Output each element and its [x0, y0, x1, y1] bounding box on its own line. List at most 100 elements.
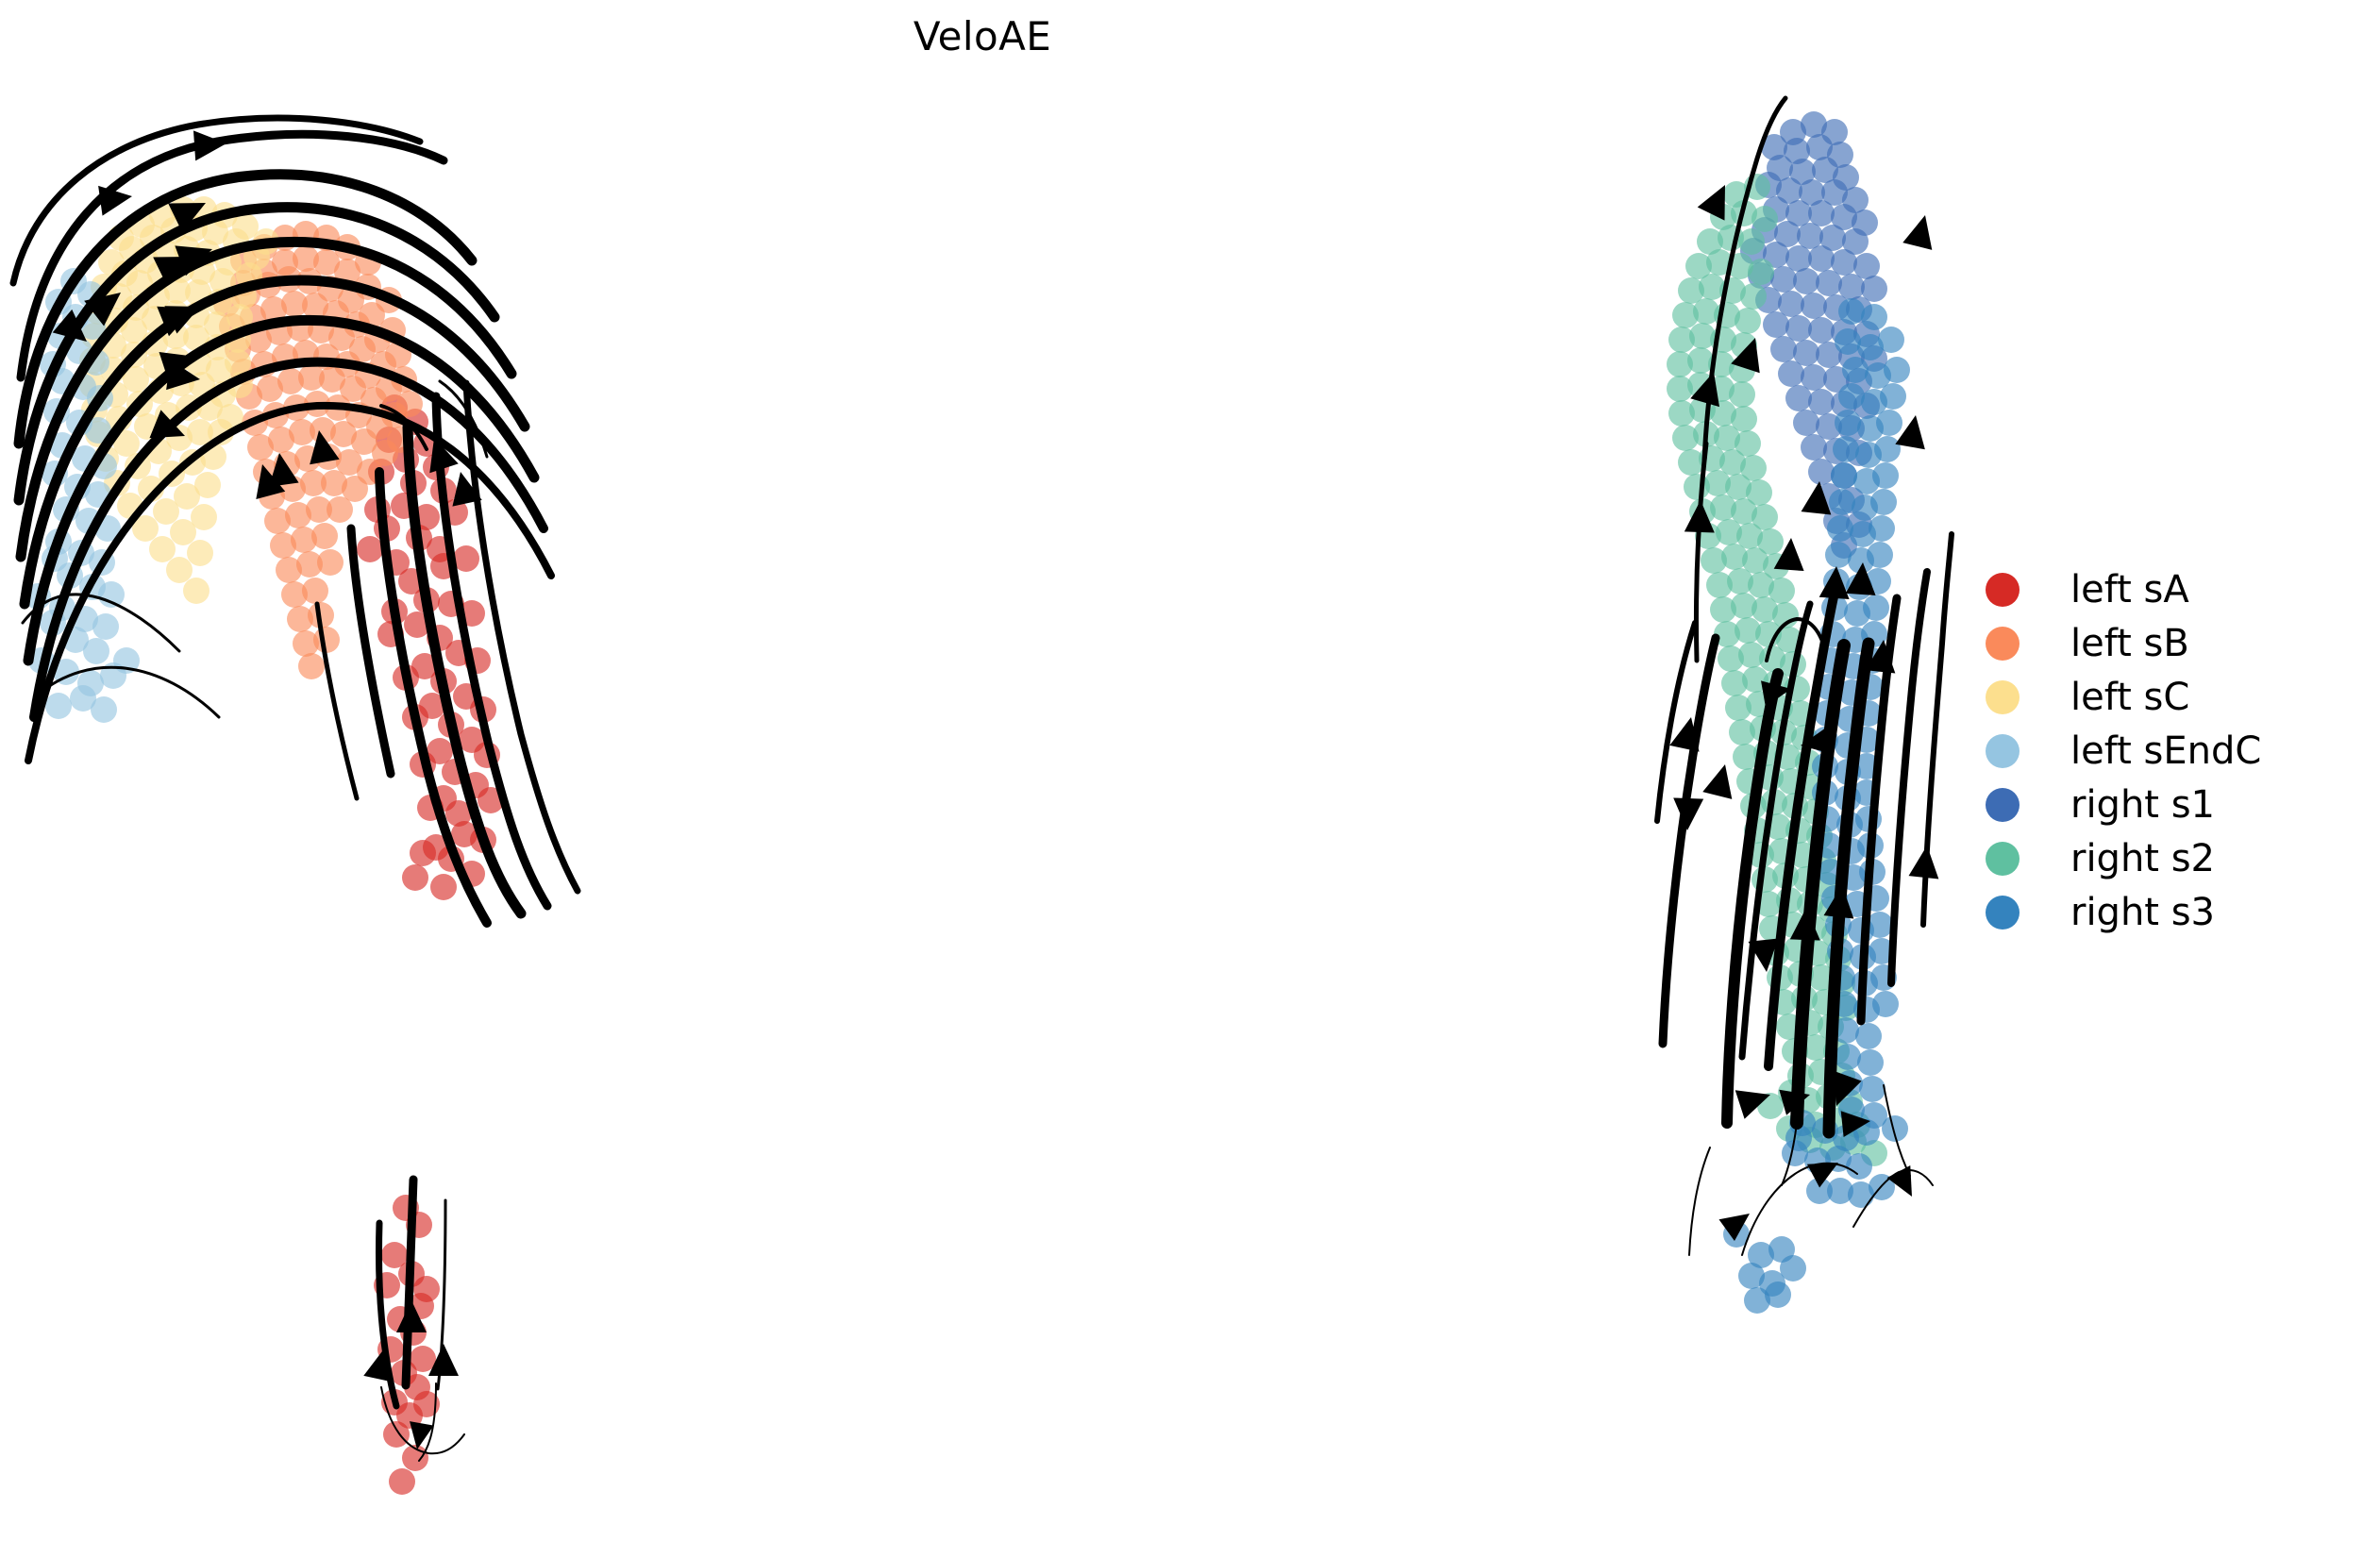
legend-item-right-s1[interactable]: right s1	[1980, 778, 2376, 831]
streamline	[376, 1219, 400, 1410]
scatter-point	[1770, 336, 1797, 362]
scatter-point	[1748, 259, 1774, 285]
scatter-point	[1755, 621, 1782, 647]
stream-arrow	[153, 257, 191, 287]
streamline-arrowheads	[52, 130, 1939, 1449]
streamline	[1883, 1084, 1911, 1177]
scatter-point	[1825, 542, 1852, 568]
scatter-point	[1755, 891, 1782, 917]
scatter-point	[302, 293, 328, 319]
stream-arrow	[1819, 566, 1850, 600]
legend-item-right-s3[interactable]: right s3	[1980, 885, 2376, 939]
scatter-point	[311, 523, 338, 549]
streamline	[15, 236, 517, 562]
scatter-point	[1785, 1125, 1812, 1151]
scatter-point	[1801, 364, 1827, 391]
legend-item-left-sB[interactable]: left sB	[1980, 616, 2376, 670]
streamline	[375, 467, 492, 928]
scatter-point	[1667, 376, 1693, 402]
scatter-point	[1808, 964, 1835, 991]
scatter-point	[1716, 519, 1742, 545]
scatter-point	[351, 428, 377, 455]
streamline	[21, 593, 181, 653]
scatter-point	[293, 630, 319, 657]
scatter-point	[1784, 138, 1810, 164]
stream-arrow	[1718, 1214, 1750, 1241]
streamline	[380, 1386, 465, 1455]
scatter-point	[164, 277, 191, 304]
scatter-point	[1848, 1181, 1874, 1208]
legend-item-label: left sA	[2070, 567, 2189, 611]
stream-arrow	[149, 410, 185, 439]
legend-item-right-s2[interactable]: right s2	[1980, 831, 2376, 885]
scatter-point	[92, 613, 119, 640]
scatter-point	[1687, 347, 1714, 374]
streamline	[431, 392, 552, 911]
scatter-point	[257, 376, 283, 402]
scatter-point	[1861, 304, 1887, 330]
scatter-point	[1878, 327, 1904, 353]
scatter-point	[1872, 991, 1899, 1017]
scatter-point	[174, 483, 200, 510]
scatter-point	[287, 606, 313, 632]
scatter-point	[1729, 719, 1755, 745]
scatter-point	[132, 515, 159, 542]
scatter-point	[285, 502, 311, 528]
scatter-point	[1736, 523, 1763, 549]
scatter-point	[1714, 425, 1740, 451]
legend-item-label: right s2	[2070, 836, 2215, 880]
legend-color-swatch	[1986, 572, 2020, 607]
stream-arrow	[1761, 680, 1791, 707]
scatter-point	[1846, 1153, 1872, 1180]
stream-arrow	[1833, 1070, 1862, 1106]
stream-arrow	[84, 293, 121, 327]
scatter-point	[298, 364, 325, 391]
legend-item-left-sA[interactable]: left sA	[1980, 562, 2376, 616]
scatter-point	[149, 536, 176, 562]
stream-arrow	[1886, 1164, 1912, 1197]
scatter-point	[1882, 1115, 1908, 1142]
streamline	[36, 665, 221, 719]
scatter-point	[187, 419, 213, 445]
stream-arrow	[1731, 338, 1760, 374]
scatter-point	[1838, 383, 1865, 410]
scatter-point	[1838, 298, 1865, 325]
scatter-point	[1880, 383, 1906, 410]
scatter-point	[194, 472, 221, 498]
streamline	[1822, 637, 1875, 1139]
stream-arrow	[164, 306, 200, 334]
scatter-point	[430, 874, 457, 900]
scatter-point	[1835, 1044, 1861, 1070]
scatter-point	[1718, 645, 1744, 672]
scatter-point	[302, 578, 328, 604]
legend-item-label: left sEndC	[2070, 729, 2262, 773]
scatter-point	[381, 1242, 408, 1268]
scatter-point	[1801, 434, 1827, 461]
scatter-point	[264, 508, 291, 534]
scatter-point	[289, 419, 315, 445]
scatter-point	[1867, 542, 1893, 568]
stream-arrow	[52, 309, 87, 342]
streamline	[1721, 668, 1784, 1129]
legend-item-left-sEndC[interactable]: left sEndC	[1980, 724, 2376, 778]
scatter-point	[1785, 315, 1812, 342]
scatter-point	[170, 519, 196, 545]
scatter-point	[1729, 381, 1755, 408]
scatter-point	[1793, 268, 1819, 294]
scatter-point	[1721, 544, 1748, 570]
scatter-point	[1714, 621, 1740, 647]
scatter-point	[1816, 270, 1842, 296]
legend-item-left-sC[interactable]: left sC	[1980, 670, 2376, 724]
streamline	[1693, 441, 1709, 663]
scatter-point	[1857, 1049, 1884, 1076]
scatter-point	[1738, 1263, 1765, 1289]
scatter-point	[327, 496, 353, 523]
scatter-point	[153, 498, 179, 525]
scatter-point	[1759, 645, 1785, 672]
scatter-point	[1876, 410, 1902, 436]
scatter-point	[1768, 578, 1795, 604]
stream-arrow	[1673, 797, 1704, 830]
scatter-point	[1742, 666, 1768, 693]
scatter-point	[296, 551, 323, 578]
legend-color-swatch	[1986, 787, 2020, 822]
